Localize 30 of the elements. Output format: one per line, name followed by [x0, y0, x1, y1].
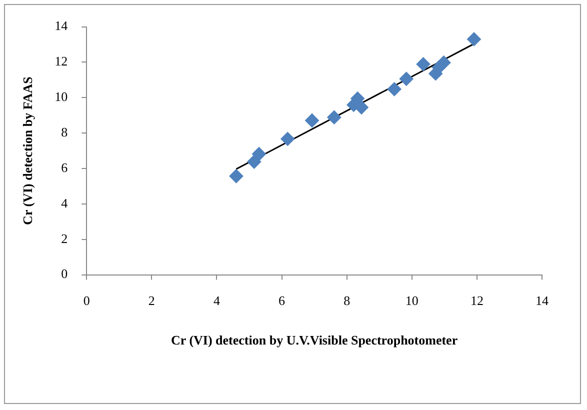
- x-tick-label: 12: [470, 293, 484, 308]
- point: [280, 132, 295, 146]
- x-tick-label: 6: [278, 293, 286, 308]
- x-tick-label: 2: [148, 293, 155, 308]
- y-tick-label: 0: [61, 266, 68, 282]
- point: [305, 114, 320, 128]
- x-tick-label: 0: [83, 293, 90, 308]
- point: [436, 56, 451, 70]
- y-tick-label: 10: [54, 89, 68, 104]
- point: [229, 169, 244, 184]
- point: [387, 82, 402, 96]
- point: [252, 146, 266, 161]
- point: [354, 100, 368, 114]
- point: [399, 72, 414, 86]
- y-tick-label: 6: [61, 160, 68, 175]
- y-axis-title: Cr (VI) detection by FAAS: [20, 76, 36, 225]
- x-tick-label: 4: [213, 293, 220, 308]
- point: [416, 57, 430, 72]
- y-tick-label: 14: [54, 18, 68, 34]
- y-tick-label: 4: [61, 195, 68, 210]
- point: [467, 32, 482, 46]
- y-tick-label: 2: [61, 230, 68, 246]
- y-tick-label: 8: [61, 124, 68, 140]
- point: [247, 154, 262, 169]
- point: [327, 110, 342, 124]
- y-tick-label: 12: [54, 54, 68, 69]
- x-axis-title: Cr (VI) detection by U.V.Visible Spectrophotometer: [171, 332, 458, 348]
- x-tick-label: 14: [536, 293, 549, 308]
- x-tick-label: 8: [344, 293, 350, 308]
- x-tick-label: 10: [405, 293, 418, 308]
